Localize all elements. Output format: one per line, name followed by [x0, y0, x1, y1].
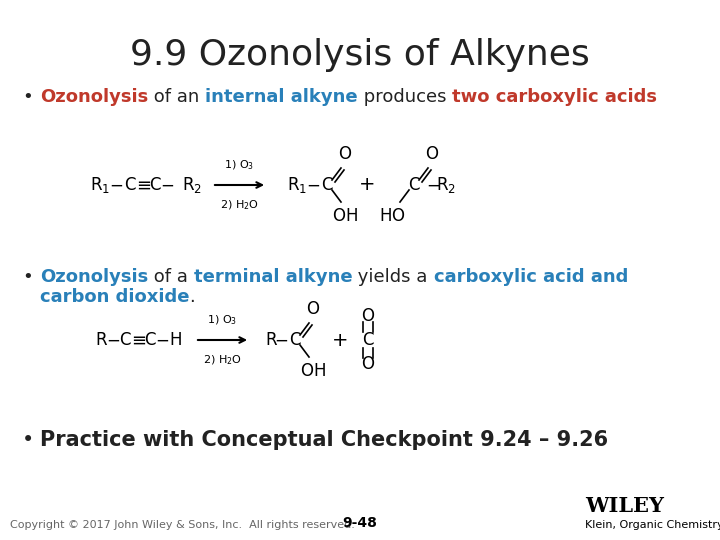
Text: +: + [359, 176, 375, 194]
Text: $\mathsf{OH}$: $\mathsf{OH}$ [300, 362, 326, 380]
Text: Ozonolysis: Ozonolysis [40, 88, 148, 106]
Text: $\mathsf{H}$: $\mathsf{H}$ [168, 331, 181, 349]
Text: $\mathsf{1)\ O_3}$: $\mathsf{1)\ O_3}$ [207, 313, 238, 327]
Text: $\mathsf{R_1}$: $\mathsf{R_1}$ [287, 175, 307, 195]
Text: Copyright © 2017 John Wiley & Sons, Inc.  All rights reserved.: Copyright © 2017 John Wiley & Sons, Inc.… [10, 520, 355, 530]
Text: •: • [22, 430, 35, 450]
Text: produces: produces [358, 88, 452, 106]
Text: $\mathsf{HO}$: $\mathsf{HO}$ [379, 207, 405, 225]
Text: $\mathsf{C}$: $\mathsf{C}$ [124, 176, 136, 194]
Text: $\mathsf{C}$: $\mathsf{C}$ [149, 176, 161, 194]
Text: $\mathsf{-}$: $\mathsf{-}$ [109, 176, 123, 194]
Text: $\mathsf{-}$: $\mathsf{-}$ [106, 331, 120, 349]
Text: of an: of an [148, 88, 205, 106]
Text: $\mathsf{2)\ H_2O}$: $\mathsf{2)\ H_2O}$ [220, 198, 259, 212]
Text: WILEY: WILEY [585, 496, 664, 516]
Text: $\mathsf{R_1}$: $\mathsf{R_1}$ [90, 175, 110, 195]
Text: Practice with Conceptual Checkpoint 9.24 – 9.26: Practice with Conceptual Checkpoint 9.24… [40, 430, 608, 450]
Text: $\mathsf{R_2}$: $\mathsf{R_2}$ [436, 175, 456, 195]
Text: $\mathsf{R_2}$: $\mathsf{R_2}$ [182, 175, 202, 195]
Text: carbon dioxide: carbon dioxide [40, 288, 189, 306]
Text: $\mathsf{C}$: $\mathsf{C}$ [144, 331, 156, 349]
Text: terminal alkyne: terminal alkyne [194, 268, 353, 286]
Text: $\mathsf{-}$: $\mathsf{-}$ [306, 176, 320, 194]
Text: $\mathsf{O}$: $\mathsf{O}$ [361, 355, 375, 373]
Text: $\mathsf{C}$: $\mathsf{C}$ [289, 331, 301, 349]
Text: $\mathsf{-}$: $\mathsf{-}$ [155, 331, 169, 349]
Text: $\mathsf{O}$: $\mathsf{O}$ [425, 145, 439, 163]
Text: $\mathsf{\equiv}$: $\mathsf{\equiv}$ [132, 176, 151, 194]
Text: +: + [332, 330, 348, 349]
Text: $\mathsf{-}$: $\mathsf{-}$ [274, 331, 288, 349]
Text: •: • [22, 88, 32, 106]
Text: $\mathsf{R}$: $\mathsf{R}$ [95, 331, 108, 349]
Text: $\mathsf{1)\ O_3}$: $\mathsf{1)\ O_3}$ [225, 158, 255, 172]
Text: $\mathsf{C}$: $\mathsf{C}$ [119, 331, 131, 349]
Text: .: . [189, 288, 195, 306]
Text: carboxylic acid and: carboxylic acid and [433, 268, 628, 286]
Text: •: • [22, 268, 32, 286]
Text: $\mathsf{2)\ H_2O}$: $\mathsf{2)\ H_2O}$ [203, 353, 242, 367]
Text: $\mathsf{C}$: $\mathsf{C}$ [408, 176, 420, 194]
Text: $\mathsf{O}$: $\mathsf{O}$ [361, 307, 375, 325]
Text: yields a: yields a [353, 268, 433, 286]
Text: 9.9 Ozonolysis of Alkynes: 9.9 Ozonolysis of Alkynes [130, 38, 590, 72]
Text: $\mathsf{O}$: $\mathsf{O}$ [338, 145, 352, 163]
Text: 9-48: 9-48 [343, 516, 377, 530]
Text: $\mathsf{O}$: $\mathsf{O}$ [306, 300, 320, 318]
Text: two carboxylic acids: two carboxylic acids [452, 88, 657, 106]
Text: $\mathsf{OH}$: $\mathsf{OH}$ [332, 207, 358, 225]
Text: of a: of a [148, 268, 194, 286]
Text: internal alkyne: internal alkyne [205, 88, 358, 106]
Text: $\mathsf{-}$: $\mathsf{-}$ [160, 176, 174, 194]
Text: $\mathsf{-}$: $\mathsf{-}$ [426, 176, 440, 194]
Text: $\mathsf{R}$: $\mathsf{R}$ [265, 331, 278, 349]
Text: $\mathsf{\equiv}$: $\mathsf{\equiv}$ [127, 331, 146, 349]
Text: Ozonolysis: Ozonolysis [40, 268, 148, 286]
Text: $\mathsf{C}$: $\mathsf{C}$ [320, 176, 333, 194]
Text: $\mathsf{C}$: $\mathsf{C}$ [361, 331, 374, 349]
Text: Klein, Organic Chemistry 3e: Klein, Organic Chemistry 3e [585, 520, 720, 530]
